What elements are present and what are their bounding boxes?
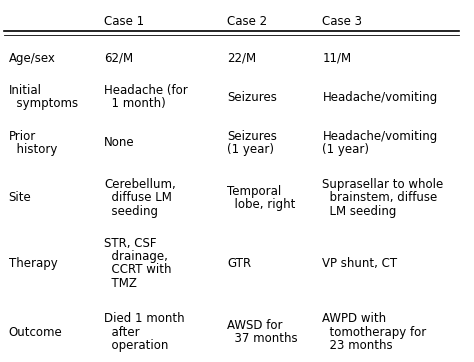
Text: Seizures: Seizures — [227, 130, 277, 143]
Text: tomotherapy for: tomotherapy for — [322, 326, 427, 339]
Text: Suprasellar to whole: Suprasellar to whole — [322, 178, 444, 191]
Text: drainage,: drainage, — [104, 250, 168, 263]
Text: brainstem, diffuse: brainstem, diffuse — [322, 191, 438, 204]
Text: CCRT with: CCRT with — [104, 264, 172, 277]
Text: Initial: Initial — [9, 84, 42, 97]
Text: symptoms: symptoms — [9, 97, 78, 110]
Text: Age/sex: Age/sex — [9, 52, 55, 64]
Text: (1 year): (1 year) — [227, 143, 274, 156]
Text: AWSD for: AWSD for — [227, 319, 283, 332]
Text: seeding: seeding — [104, 205, 158, 218]
Text: Died 1 month: Died 1 month — [104, 312, 185, 325]
Text: 11/M: 11/M — [322, 52, 352, 64]
Text: GTR: GTR — [227, 257, 251, 270]
Text: lobe, right: lobe, right — [227, 198, 295, 211]
Text: STR, CSF: STR, CSF — [104, 237, 157, 249]
Text: AWPD with: AWPD with — [322, 312, 386, 325]
Text: Case 2: Case 2 — [227, 15, 267, 28]
Text: operation: operation — [104, 339, 169, 352]
Text: 22/M: 22/M — [227, 52, 256, 64]
Text: VP shunt, CT: VP shunt, CT — [322, 257, 398, 270]
Text: 62/M: 62/M — [104, 52, 133, 64]
Text: Case 3: Case 3 — [322, 15, 363, 28]
Text: 1 month): 1 month) — [104, 97, 166, 110]
Text: Headache (for: Headache (for — [104, 84, 188, 97]
Text: history: history — [9, 143, 57, 156]
Text: Site: Site — [9, 191, 31, 204]
Text: diffuse LM: diffuse LM — [104, 191, 172, 204]
Text: 37 months: 37 months — [227, 332, 298, 345]
Text: Prior: Prior — [9, 130, 36, 143]
Text: after: after — [104, 326, 140, 339]
Text: Temporal: Temporal — [227, 185, 281, 198]
Text: LM seeding: LM seeding — [322, 205, 397, 218]
Text: Cerebellum,: Cerebellum, — [104, 178, 176, 191]
Text: Outcome: Outcome — [9, 326, 63, 339]
Text: Therapy: Therapy — [9, 257, 57, 270]
Text: TMZ: TMZ — [104, 277, 137, 290]
Text: (1 year): (1 year) — [322, 143, 369, 156]
Text: Headache/vomiting: Headache/vomiting — [322, 90, 438, 104]
Text: Seizures: Seizures — [227, 90, 277, 104]
Text: None: None — [104, 136, 135, 150]
Text: 23 months: 23 months — [322, 339, 393, 352]
Text: Headache/vomiting: Headache/vomiting — [322, 130, 438, 143]
Text: Case 1: Case 1 — [104, 15, 144, 28]
